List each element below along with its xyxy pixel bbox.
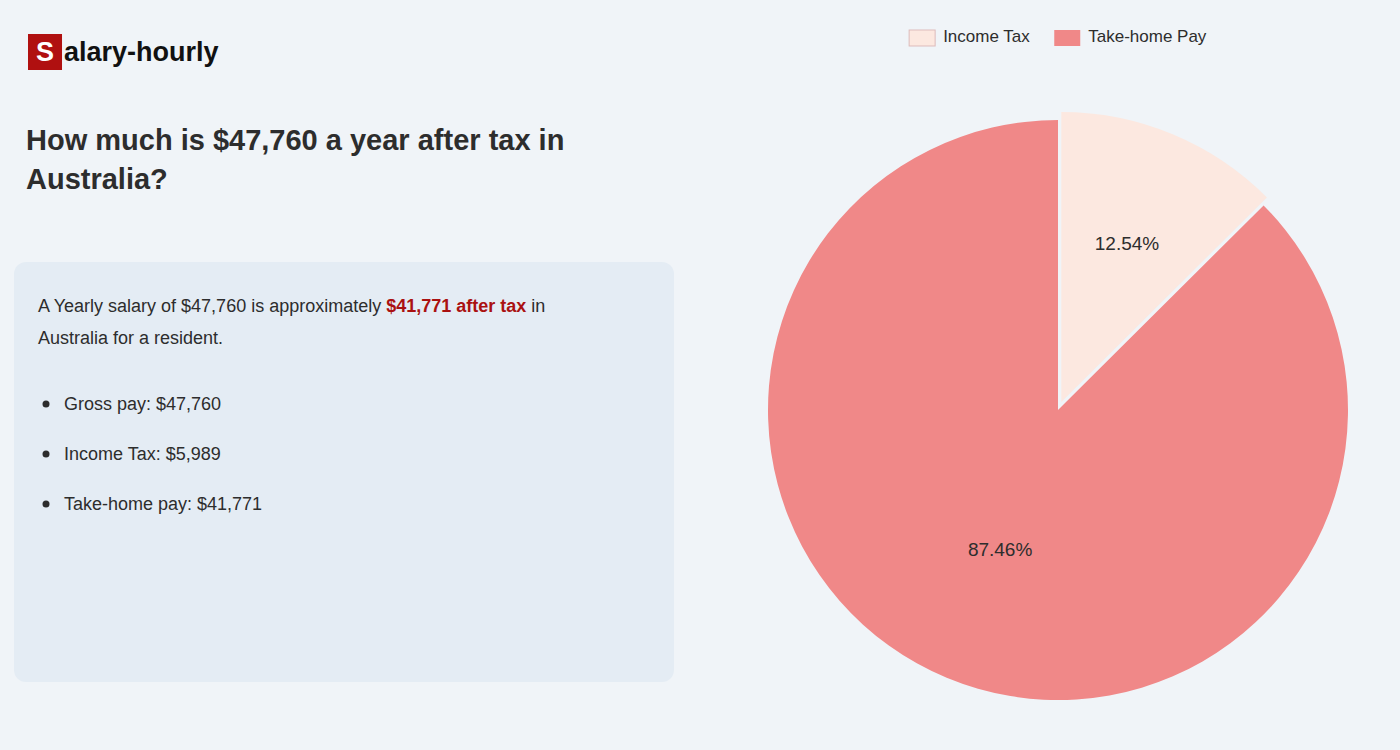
legend-swatch [909,30,935,46]
pie [768,112,1348,700]
data-label: 12.54% [1095,233,1160,254]
legend: Income Tax Take-home Pay [909,27,1207,46]
summary-line: A Yearly salary of $47,760 is approximat… [38,296,545,316]
legend-item: Income Tax [909,27,1030,46]
legend-swatch [1054,30,1080,46]
summary-highlight: $41,771 after tax [386,296,526,316]
legend-item: Take-home Pay [1054,27,1207,46]
chart-title: How much is $47,760 a year after tax in A… [26,124,564,195]
chart-title-line: Australia? [26,163,168,195]
legend-label: Income Tax [943,27,1030,46]
chart-title-line: How much is $47,760 a year after tax in [26,124,564,156]
bullet-dot [43,501,50,508]
summary-text: Australia for a resident. [38,328,223,348]
logo-letter: S [36,37,54,67]
pie-slice [768,120,1348,700]
data-label: 87.46% [968,539,1033,560]
legend-label: Take-home Pay [1088,27,1207,46]
summary-text: A Yearly salary of $47,760 is approximat… [38,296,386,316]
data-labels: 12.54% 87.46% [968,233,1159,559]
bullet-text: Take-home pay: $41,771 [64,494,262,514]
summary-line: Australia for a resident. [38,328,223,348]
logo-box [28,34,62,70]
bullet-dot [43,451,50,458]
logo: Salary-hourly [28,34,219,70]
bullet-text: Income Tax: $5,989 [64,444,221,464]
bullet-text: Gross pay: $47,760 [64,394,221,414]
bullet-dot [43,401,50,408]
logo-text: alary-hourly [64,37,219,67]
info-box [14,262,674,682]
text-panel: Salary-hourly How much is $47,760 a year … [14,34,674,682]
chart-root: Salary-hourly How much is $47,760 a year … [0,0,1400,750]
summary-text: in [526,296,545,316]
